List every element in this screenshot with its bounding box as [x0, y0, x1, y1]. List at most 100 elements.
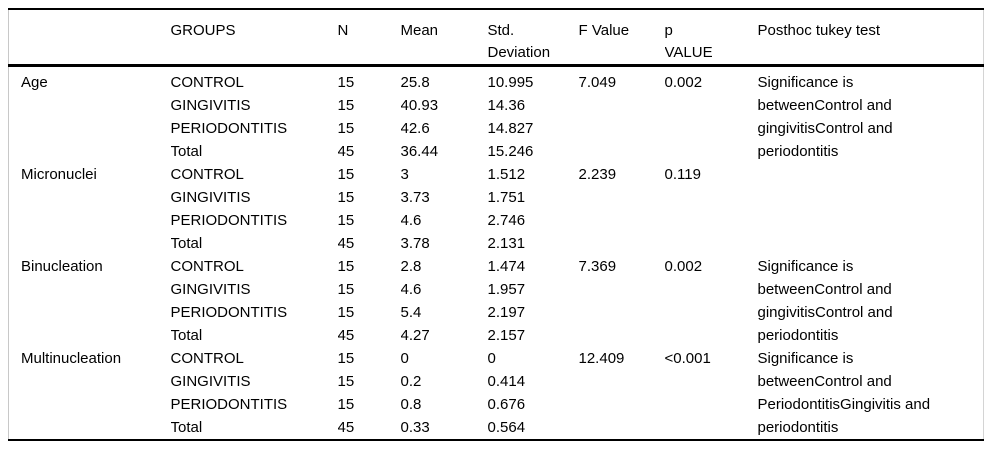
table-row: Total 45 36.44 15.246 [9, 140, 984, 163]
n-cell: 15 [337, 304, 355, 321]
mean-cell: 4.27 [400, 327, 430, 344]
n-cell: 15 [337, 258, 355, 275]
sd-cell: 10.995 [487, 74, 534, 91]
n-cell: 15 [337, 166, 355, 183]
n-cell: 45 [337, 235, 355, 252]
table-row: Total 45 0.33 0.564 [9, 416, 984, 440]
table-row: PERIODONTITIS 15 5.4 2.197 [9, 301, 984, 324]
parameter-cell: Age [21, 74, 48, 91]
group-cell: GINGIVITIS [170, 373, 251, 390]
table-row: Total 45 3.78 2.131 [9, 232, 984, 255]
posthoc-cell: Significance is betweenControl and Perio… [757, 350, 931, 436]
header-row: GROUPS N Mean Std. Deviation F Value p VALUE P… [8, 9, 984, 67]
mean-cell: 0 [400, 350, 409, 367]
mean-cell: 0.33 [400, 419, 430, 436]
table-row: Micronuclei CONTROL 15 3 1.512 2.239 0.119 [9, 163, 984, 186]
table-header: GROUPS N Mean Std. Deviation F Value p VALUE P… [8, 9, 984, 67]
mean-cell: 0.8 [400, 396, 422, 413]
mean-cell: 0.2 [400, 373, 422, 390]
n-cell: 45 [337, 143, 355, 160]
mean-cell: 40.93 [400, 97, 439, 114]
n-cell: 15 [337, 396, 355, 413]
column-header-posthoc: Posthoc tukey test [757, 9, 984, 67]
table-row: GINGIVITIS 15 0.2 0.414 [9, 370, 984, 393]
mean-cell: 3.73 [400, 189, 430, 206]
mean-cell: 2.8 [400, 258, 422, 275]
n-cell: 15 [337, 212, 355, 229]
sd-cell: 0 [487, 350, 496, 367]
mean-cell: 3.78 [400, 235, 430, 252]
table-row: GINGIVITIS 15 4.6 1.957 [9, 278, 984, 301]
column-header-parameter [8, 9, 171, 67]
sd-cell: 1.751 [487, 189, 526, 206]
n-cell: 15 [337, 120, 355, 137]
sd-cell: 2.197 [487, 304, 526, 321]
group-cell: Total [170, 327, 203, 344]
group-cell: PERIODONTITIS [170, 304, 288, 321]
n-cell: 45 [337, 419, 355, 436]
table-row: PERIODONTITIS 15 0.8 0.676 [9, 393, 984, 416]
mean-cell: 25.8 [400, 74, 430, 91]
column-header-sd: Std. Deviation [487, 9, 579, 67]
sd-cell: 15.246 [487, 143, 534, 160]
n-cell: 15 [337, 350, 355, 367]
table-row: Binucleation CONTROL 15 2.8 1.474 7.369 0.002 S… [9, 255, 984, 344]
column-header-group: GROUPS [170, 9, 338, 67]
group-cell: GINGIVITIS [170, 281, 251, 298]
sd-cell: 1.512 [487, 166, 526, 183]
mean-cell: 36.44 [400, 143, 439, 160]
group-cell: CONTROL [170, 166, 244, 183]
table-row: PERIODONTITIS 15 4.6 2.746 [9, 209, 984, 232]
sd-cell: 2.131 [487, 235, 526, 252]
group-cell: PERIODONTITIS [170, 396, 288, 413]
p-value-cell: 0.002 [664, 74, 703, 91]
table-row: Total 45 4.27 2.157 [9, 324, 984, 347]
n-cell: 15 [337, 281, 355, 298]
sd-cell: 0.564 [487, 419, 526, 436]
n-cell: 15 [337, 74, 355, 91]
group-cell: PERIODONTITIS [170, 120, 288, 137]
sd-cell: 0.414 [487, 373, 526, 390]
sd-cell: 1.474 [487, 258, 526, 275]
f-value-cell: 12.409 [578, 350, 625, 367]
p-value-cell: 0.119 [664, 166, 701, 183]
table-body: Age CONTROL 15 25.8 10.995 7.049 0.002 Signific… [9, 66, 984, 441]
group-cell: CONTROL [170, 258, 244, 275]
table-row: Multinucleation CONTROL 15 0 0 12.409 <0.001 Si… [9, 347, 984, 436]
sd-cell: 0.676 [487, 396, 526, 413]
table-row: PERIODONTITIS 15 42.6 14.827 [9, 117, 984, 140]
parameter-cell: Binucleation [21, 258, 103, 275]
mean-cell: 3 [400, 166, 409, 183]
group-cell: Total [170, 143, 203, 160]
n-cell: 15 [337, 97, 355, 114]
f-value-cell: 7.049 [578, 74, 617, 91]
mean-cell: 4.6 [400, 281, 422, 298]
parameter-cell: Multinucleation [21, 350, 122, 367]
posthoc-cell: Significance is betweenControl and gingi… [757, 258, 893, 344]
sd-cell: 14.36 [487, 97, 526, 114]
n-cell: 45 [337, 327, 355, 344]
mean-cell: 4.6 [400, 212, 422, 229]
group-cell: CONTROL [170, 74, 244, 91]
group-cell: Total [170, 419, 203, 436]
sd-cell: 2.157 [487, 327, 526, 344]
table-row: GINGIVITIS 15 3.73 1.751 [9, 186, 984, 209]
n-cell: 15 [337, 189, 355, 206]
parameter-cell: Micronuclei [21, 166, 97, 183]
group-cell: PERIODONTITIS [170, 212, 288, 229]
group-cell: GINGIVITIS [170, 97, 251, 114]
f-value-cell: 2.239 [578, 166, 617, 183]
p-value-cell: 0.002 [664, 258, 703, 275]
group-cell: GINGIVITIS [170, 189, 251, 206]
posthoc-cell: Significance is betweenControl and gingi… [757, 74, 893, 160]
group-cell: Total [170, 235, 203, 252]
sd-cell: 14.827 [487, 120, 534, 137]
f-value-cell: 7.369 [578, 258, 617, 275]
p-value-cell: <0.001 [664, 350, 711, 367]
column-header-n: N [337, 9, 401, 67]
table-row: GINGIVITIS 15 40.93 14.36 [9, 94, 984, 117]
group-cell: CONTROL [170, 350, 244, 367]
column-header-f: F Value [578, 9, 665, 67]
n-cell: 15 [337, 373, 355, 390]
